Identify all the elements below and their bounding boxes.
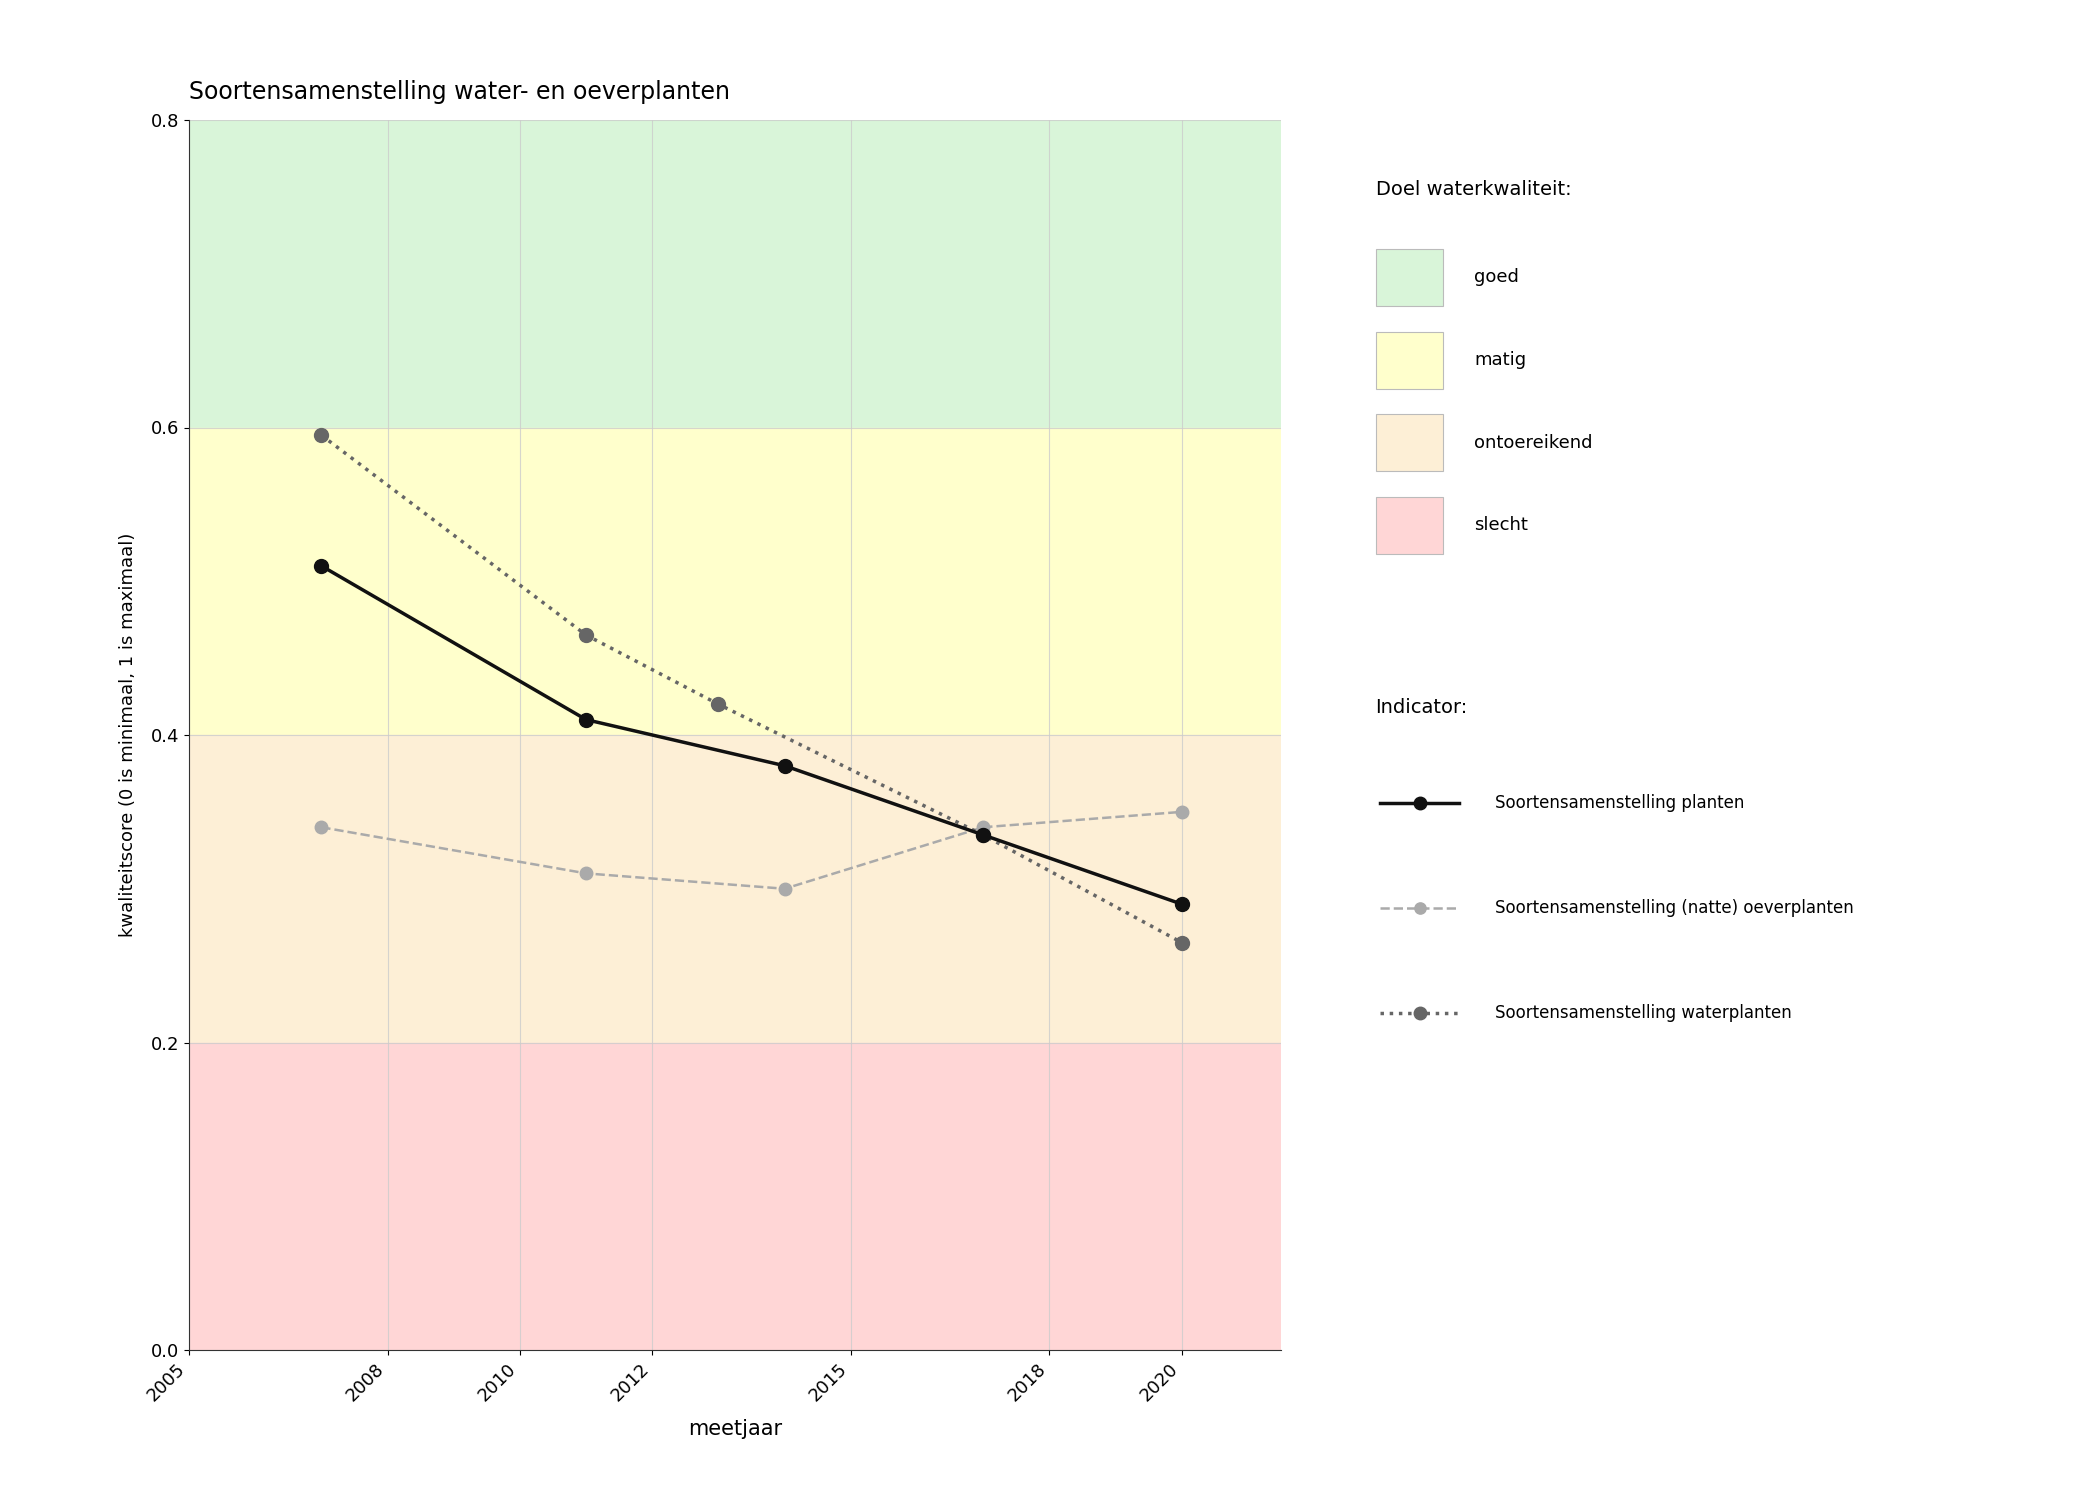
Text: Indicator:: Indicator: <box>1376 698 1468 717</box>
Y-axis label: kwaliteitscore (0 is minimaal, 1 is maximaal): kwaliteitscore (0 is minimaal, 1 is maxi… <box>120 532 136 938</box>
X-axis label: meetjaar: meetjaar <box>689 1419 781 1438</box>
Text: Soortensamenstelling (natte) oeverplanten: Soortensamenstelling (natte) oeverplante… <box>1495 898 1854 916</box>
Text: Doel waterkwaliteit:: Doel waterkwaliteit: <box>1376 180 1571 200</box>
Text: matig: matig <box>1474 351 1527 369</box>
Bar <box>189 120 1281 427</box>
Bar <box>189 427 1281 735</box>
Text: Soortensamenstelling waterplanten: Soortensamenstelling waterplanten <box>1495 1004 1791 1022</box>
Text: Soortensamenstelling planten: Soortensamenstelling planten <box>1495 794 1745 812</box>
Text: goed: goed <box>1474 268 1518 286</box>
Bar <box>189 735 1281 1042</box>
Text: slecht: slecht <box>1474 516 1529 534</box>
Bar <box>189 1042 1281 1350</box>
Text: Soortensamenstelling water- en oeverplanten: Soortensamenstelling water- en oeverplan… <box>189 80 731 104</box>
Text: ontoereikend: ontoereikend <box>1474 433 1592 451</box>
